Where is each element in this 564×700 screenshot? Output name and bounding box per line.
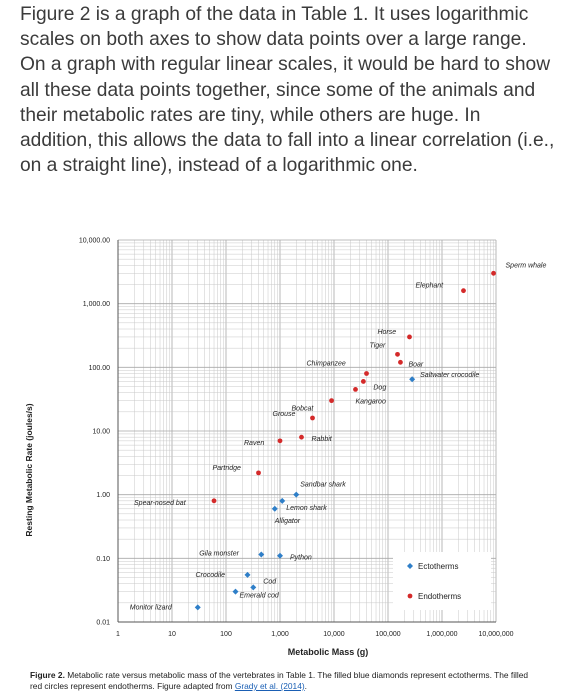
ectotherm-point <box>232 588 239 595</box>
ectotherm-point <box>194 604 201 611</box>
endotherm-point <box>398 359 403 365</box>
point-label: Cod <box>263 578 277 585</box>
point-label: Gila monster <box>199 550 239 557</box>
point-label: Dog <box>373 384 386 391</box>
endotherm-point <box>407 334 412 340</box>
caption-end: . <box>304 681 307 691</box>
point-label: Grouse <box>273 411 296 418</box>
legend-endotherms: Endotherms <box>418 592 461 601</box>
caption-link[interactable]: Grady et al. (2014) <box>234 681 305 691</box>
legend-ectotherms: Ectotherms <box>418 562 458 571</box>
legend-ectotherm-marker <box>407 563 413 569</box>
caption-text: Metabolic rate versus metabolic mass of … <box>30 670 529 691</box>
point-label: Horse <box>377 329 396 336</box>
point-label: Crocodile <box>195 572 225 579</box>
ectotherm-point <box>293 491 300 498</box>
x-tick-label: 1,000,000 <box>426 631 457 638</box>
endotherm-point <box>395 351 400 357</box>
figure-2: 1 10 100 1,000 10,000 100,000 1,000,000 10,000,… <box>18 222 552 700</box>
endotherm-point <box>461 288 466 294</box>
chart-axes <box>117 240 496 623</box>
x-tick-label: 1,000 <box>271 631 289 638</box>
y-tick-label: 0.01 <box>96 620 110 627</box>
chart-legend: Ectotherms Endotherms <box>393 552 491 610</box>
endotherm-point <box>277 438 283 444</box>
endotherm-point <box>360 379 366 384</box>
point-label: Monitor lizard <box>130 604 173 611</box>
x-tick-label: 10,000 <box>323 631 345 638</box>
chart-grid <box>117 239 497 623</box>
endotherm-point <box>491 270 496 276</box>
endotherm-point <box>353 387 358 392</box>
ectotherm-point <box>409 376 416 383</box>
point-label: Bobcat <box>292 406 315 413</box>
ectotherm-point <box>244 571 251 578</box>
figure-caption: Figure 2. Metabolic rate versus metaboli… <box>30 670 530 692</box>
point-label: Sperm whale <box>506 262 547 269</box>
y-tick-label: 1,000.00 <box>83 301 110 308</box>
endotherm-point <box>329 398 334 404</box>
x-tick-label: 100,000 <box>375 631 400 638</box>
x-tick-label: 100 <box>220 631 232 638</box>
y-tick-label: 10,000.00 <box>79 238 110 245</box>
legend-box <box>393 552 491 610</box>
chart-point-labels: Saltwater crocodile Python Gila monster Cro… <box>130 262 547 611</box>
point-label: Kangaroo <box>355 398 385 405</box>
chart-marks <box>194 270 496 611</box>
endotherm-point <box>364 371 369 376</box>
x-tick-label: 1 <box>116 631 120 638</box>
point-label: Tiger <box>370 342 387 349</box>
endotherm-point <box>310 415 315 421</box>
y-tick-label: 10.00 <box>92 429 110 436</box>
x-tick-label: 10,000,000 <box>478 631 513 638</box>
endotherm-point <box>299 434 304 440</box>
point-label: Saltwater crocodile <box>420 372 479 379</box>
ectotherm-point <box>277 552 283 559</box>
point-label: Lemon shark <box>286 505 327 512</box>
intro-paragraph: Figure 2 is a graph of the data in Table… <box>20 4 555 177</box>
point-label: Boar <box>408 361 423 368</box>
point-label: Rabbit <box>311 436 332 443</box>
point-label: Spear-nosed bat <box>134 500 187 507</box>
y-tick-label: 1.00 <box>96 492 110 499</box>
point-label: Elephant <box>415 283 444 290</box>
ectotherm-point <box>271 505 278 512</box>
endotherm-point <box>211 498 217 504</box>
ectotherm-point <box>258 551 265 558</box>
x-axis-label: Metabolic Mass (g) <box>288 647 369 657</box>
y-axis-label: Resting Metabolic Rate (joules/s) <box>24 403 34 536</box>
ectotherm-point <box>279 497 286 504</box>
point-label: Python <box>290 555 312 562</box>
y-tick-label: 0.10 <box>96 556 110 563</box>
caption-label: Figure 2. <box>30 670 65 680</box>
y-tick-label: 100.00 <box>89 365 111 372</box>
point-label: Emerald cod <box>240 593 280 600</box>
scatter-chart: 1 10 100 1,000 10,000 100,000 1,000,000 10,000,… <box>24 238 547 658</box>
endotherm-point <box>256 470 261 476</box>
point-label: Alligator <box>274 518 301 525</box>
ectotherm-point <box>250 584 257 591</box>
point-label: Chimpanzee <box>307 361 346 368</box>
point-label: Raven <box>244 440 264 447</box>
point-label: Partridge <box>213 465 242 472</box>
chart-ticks: 1 10 100 1,000 10,000 100,000 1,000,000 10,000,… <box>79 238 514 639</box>
point-label: Sandbar shark <box>300 482 346 489</box>
legend-endotherm-marker <box>407 593 413 599</box>
x-tick-label: 10 <box>168 631 176 638</box>
